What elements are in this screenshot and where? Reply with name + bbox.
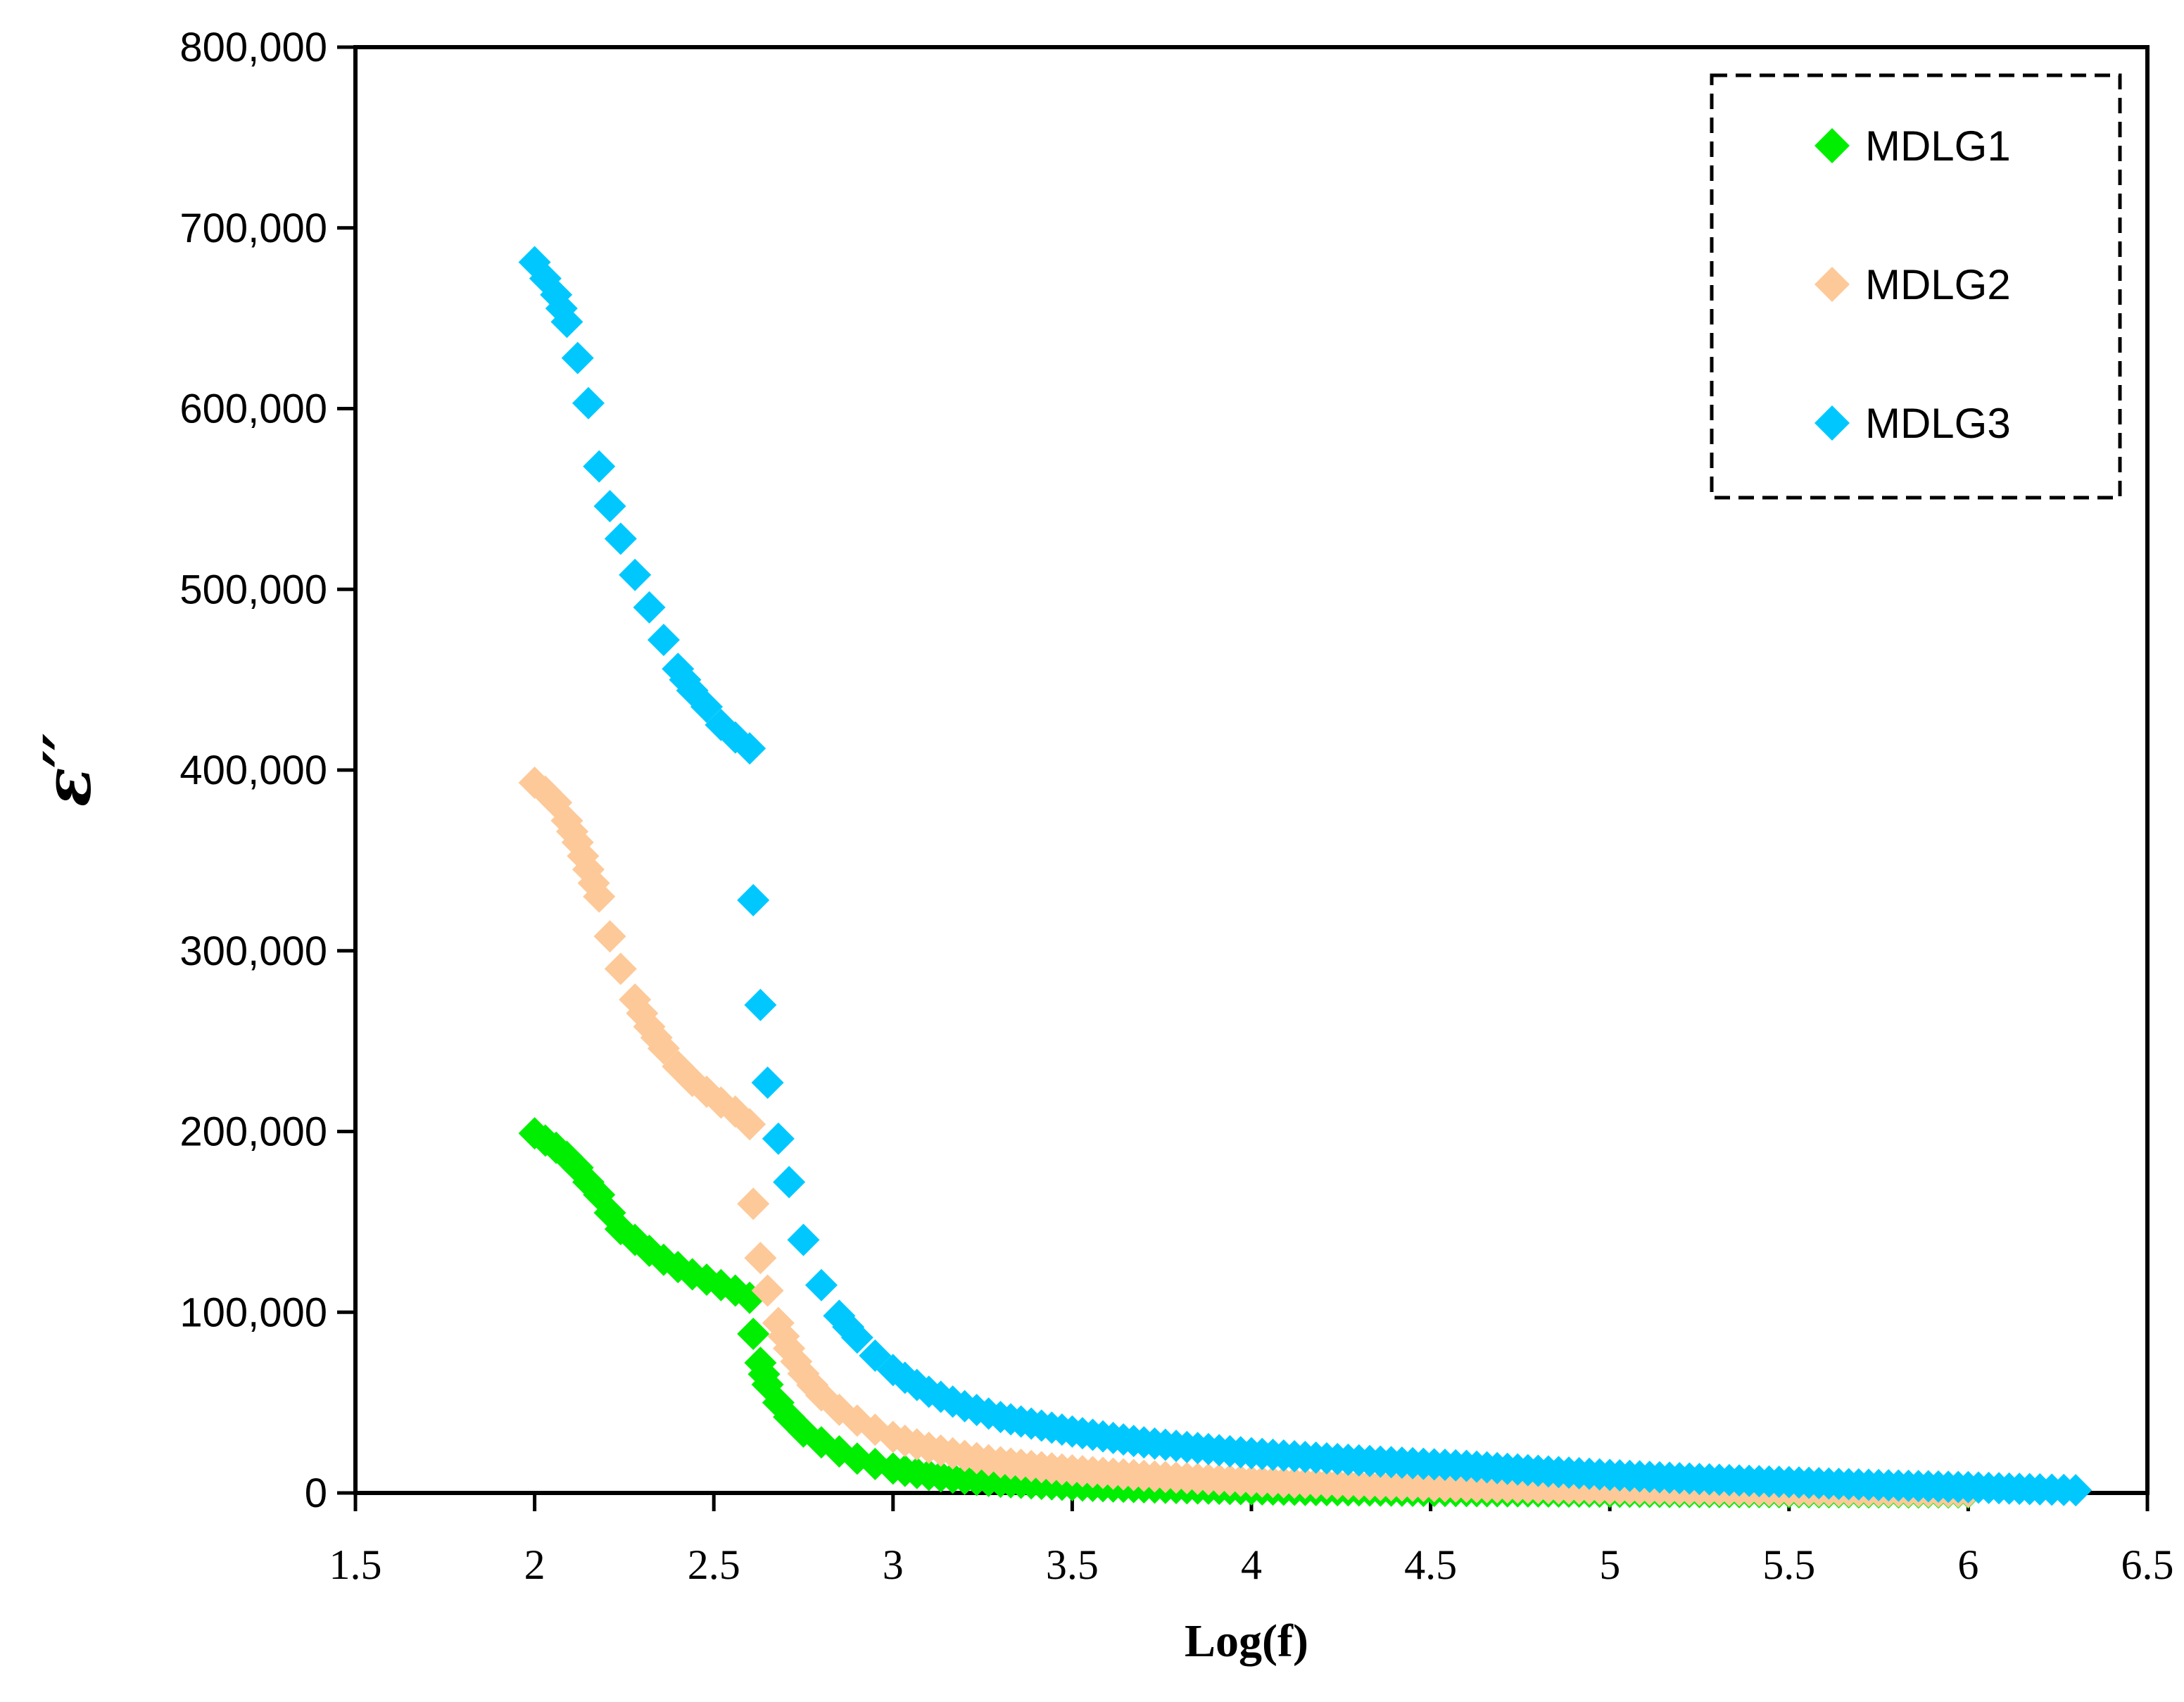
legend-marker-mdlg1 <box>1814 128 1850 163</box>
data-point <box>619 558 652 591</box>
data-point <box>550 305 583 339</box>
data-point <box>804 1268 838 1301</box>
data-point <box>737 883 770 916</box>
y-axis: 0 100,000 200,000 300,000 400,000 500,000 600,… <box>179 25 355 1516</box>
x-tick-label: 4.5 <box>1404 1542 1457 1588</box>
data-point <box>751 1274 784 1307</box>
y-tick-label: 300,000 <box>179 928 327 974</box>
data-point <box>762 1122 795 1155</box>
data-point <box>572 386 605 420</box>
legend-marker-mdlg2 <box>1814 267 1850 302</box>
x-tick-label: 5 <box>1599 1542 1620 1588</box>
y-tick-label: 400,000 <box>179 748 327 793</box>
data-point <box>733 1108 766 1141</box>
legend-label-mdlg2: MDLG2 <box>1865 261 2011 308</box>
data-point <box>647 1032 680 1065</box>
legend-box <box>1710 73 2122 500</box>
data-point <box>561 341 594 374</box>
y-tick-label: 200,000 <box>179 1109 327 1155</box>
x-tick-label: 2 <box>524 1542 545 1588</box>
data-point <box>744 1242 777 1275</box>
x-axis: 1.5 2 2.5 3 3.5 4 4.5 5 5.5 6 6.5 <box>329 1493 2174 1588</box>
x-tick-label: 3.5 <box>1046 1542 1099 1588</box>
legend-label-mdlg1: MDLG1 <box>1865 122 2011 170</box>
data-point <box>773 1166 806 1199</box>
legend-marker-mdlg3 <box>1814 405 1850 441</box>
data-point <box>2059 1474 2093 1507</box>
x-tick-label: 6.5 <box>2121 1542 2174 1588</box>
series-mdlg3 <box>518 246 2093 1507</box>
data-point <box>737 1187 770 1221</box>
data-point <box>733 732 766 765</box>
x-tick-label: 4 <box>1241 1542 1262 1588</box>
y-tick-label: 700,000 <box>179 206 327 251</box>
y-tick-label: 100,000 <box>179 1290 327 1335</box>
data-point <box>690 691 724 724</box>
data-point <box>593 920 626 953</box>
data-point <box>840 1321 873 1354</box>
data-point <box>604 522 637 555</box>
data-point <box>583 450 616 483</box>
x-tick-label: 5.5 <box>1762 1542 1815 1588</box>
data-point <box>787 1223 820 1256</box>
x-tick-label: 6 <box>1957 1542 1978 1588</box>
data-point <box>604 952 637 985</box>
data-point <box>583 880 616 913</box>
x-tick-label: 1.5 <box>329 1542 382 1588</box>
y-tick-label: 0 <box>305 1470 327 1516</box>
legend: MDLG1 MDLG2 MDLG3 <box>1710 73 2122 500</box>
data-point <box>744 988 777 1021</box>
data-point <box>633 591 666 624</box>
y-tick-label: 800,000 <box>179 25 327 70</box>
y-axis-label: ε′′ <box>30 733 106 807</box>
data-point <box>859 1339 892 1372</box>
y-tick-label: 600,000 <box>179 386 327 432</box>
data-point <box>751 1066 784 1099</box>
data-point <box>787 1415 820 1448</box>
data-point <box>737 1318 770 1351</box>
x-axis-label: Log(f) <box>1185 1615 1308 1667</box>
x-tick-label: 3 <box>883 1542 904 1588</box>
data-point <box>647 624 680 657</box>
legend-items: MDLG1 MDLG2 MDLG3 <box>1814 122 2011 447</box>
series-mdlg2 <box>518 766 1985 1508</box>
y-tick-label: 500,000 <box>179 567 327 612</box>
data-point <box>593 490 626 523</box>
data-point <box>804 1379 838 1412</box>
series-layer <box>518 246 2093 1509</box>
legend-label-mdlg3: MDLG3 <box>1865 400 2011 447</box>
x-tick-label: 2.5 <box>688 1542 740 1588</box>
